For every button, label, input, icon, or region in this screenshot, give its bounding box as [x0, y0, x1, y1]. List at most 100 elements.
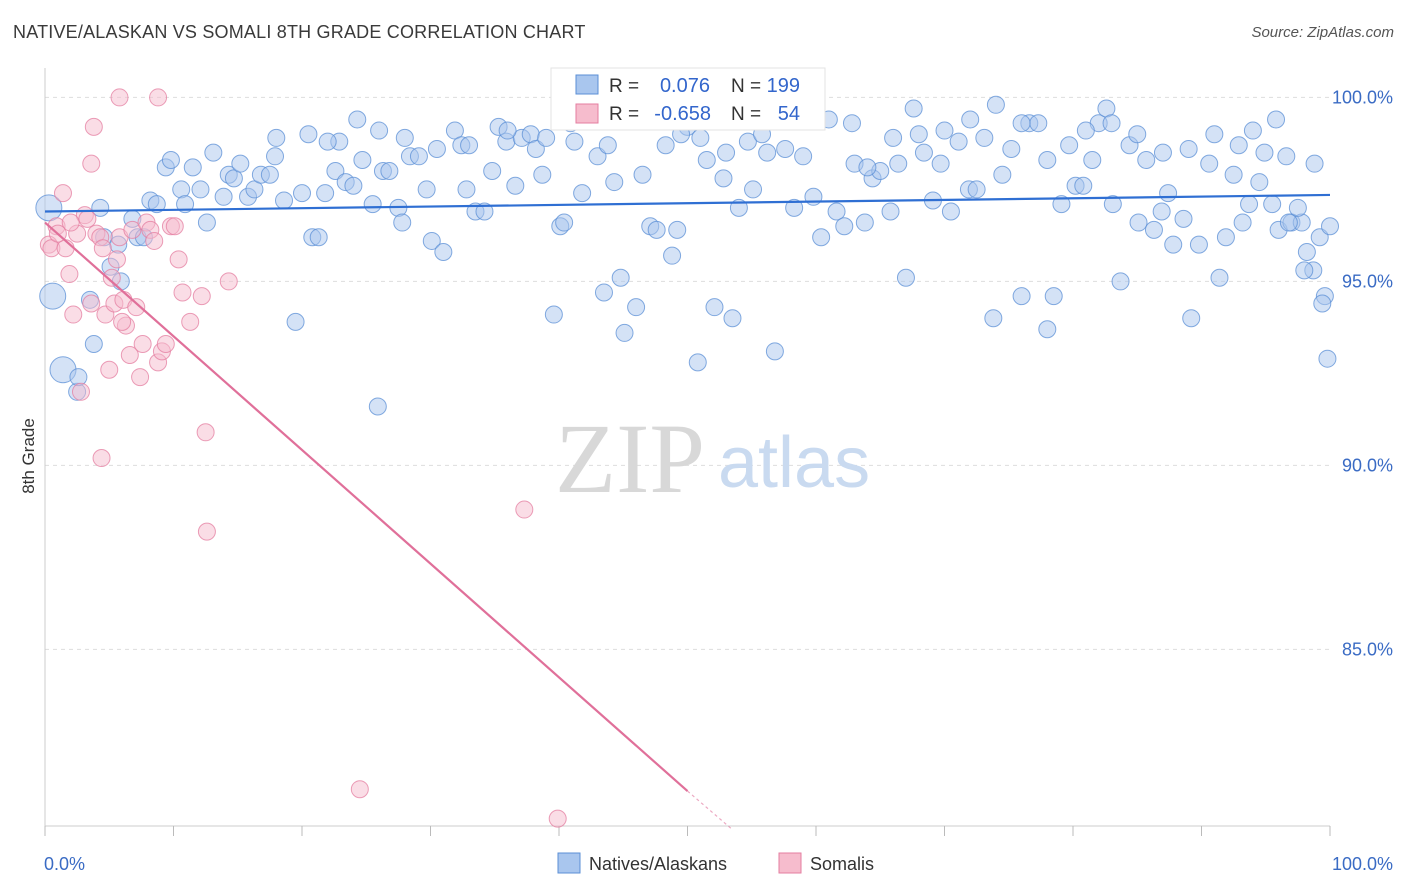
point-somalis	[84, 117, 103, 136]
point-somalis	[219, 272, 238, 291]
point-natives	[647, 220, 666, 239]
point-natives	[1182, 309, 1201, 328]
point-natives	[91, 198, 110, 217]
point-natives	[1044, 287, 1063, 306]
point-natives	[663, 246, 682, 265]
point-natives	[1288, 198, 1307, 217]
point-natives	[1083, 150, 1102, 169]
point-natives	[1295, 261, 1314, 280]
trend-line-natives	[44, 193, 1331, 213]
point-natives	[183, 158, 202, 177]
point-natives	[738, 132, 757, 151]
point-natives	[1060, 136, 1079, 155]
point-natives	[858, 158, 877, 177]
point-natives	[1038, 320, 1057, 339]
point-natives	[914, 143, 933, 162]
point-natives	[723, 309, 742, 328]
point-natives	[1277, 147, 1296, 166]
point-natives	[214, 187, 233, 206]
stats-swatch-somalis	[575, 103, 599, 124]
point-natives	[161, 150, 180, 169]
point-natives	[544, 305, 563, 324]
point-natives	[776, 139, 795, 158]
point-natives	[231, 154, 250, 173]
point-natives	[1129, 213, 1148, 232]
point-somalis	[102, 268, 121, 287]
watermark-zip: ZIP	[555, 403, 705, 514]
legend-swatch-somalis	[778, 852, 802, 874]
stats-n-value-natives: 199	[767, 75, 800, 97]
point-natives	[1243, 121, 1262, 140]
point-natives	[941, 202, 960, 221]
point-natives	[1233, 213, 1252, 232]
point-natives	[1200, 154, 1219, 173]
point-natives	[842, 114, 861, 133]
point-natives	[615, 323, 634, 342]
point-natives	[69, 368, 88, 387]
point-natives	[1002, 139, 1021, 158]
point-natives	[827, 202, 846, 221]
point-natives	[931, 154, 950, 173]
point-natives	[1255, 143, 1274, 162]
point-natives	[1224, 165, 1243, 184]
point-natives	[1144, 220, 1163, 239]
point-natives	[1029, 114, 1048, 133]
point-somalis	[61, 213, 80, 232]
point-natives	[1074, 176, 1093, 195]
point-natives	[1318, 349, 1337, 368]
point-natives	[889, 154, 908, 173]
point-natives	[293, 184, 311, 203]
stats-box: R = 0.076 N = 199 R = -0.658 N = 54	[550, 67, 826, 131]
stats-n-value-somalis: 54	[778, 103, 800, 125]
stats-n-label-natives: N =	[731, 76, 761, 97]
point-natives	[1205, 125, 1224, 144]
point-natives	[309, 228, 328, 247]
point-natives	[984, 309, 1003, 328]
point-natives	[506, 176, 525, 195]
point-natives	[881, 202, 900, 221]
point-natives	[588, 147, 607, 166]
point-natives	[573, 184, 592, 203]
point-natives	[705, 298, 724, 317]
y-tick-label: 95.0%	[1342, 271, 1393, 291]
data-points	[35, 88, 1339, 828]
trend-lines	[44, 193, 1331, 831]
point-somalis	[515, 500, 534, 519]
point-natives	[627, 298, 646, 317]
point-natives	[176, 195, 195, 214]
point-natives	[1240, 195, 1259, 214]
legend-swatch-natives	[557, 852, 581, 874]
point-natives	[353, 150, 372, 169]
point-natives	[409, 147, 428, 166]
point-natives	[1128, 125, 1147, 144]
stats-r-value-somalis: -0.658	[654, 103, 711, 125]
axes	[44, 68, 1331, 836]
point-natives	[656, 136, 675, 155]
point-somalis	[92, 449, 111, 468]
y-tick-labels: 100.0% 95.0% 90.0% 85.0%	[1332, 87, 1393, 659]
point-natives	[393, 213, 412, 232]
point-natives	[884, 128, 903, 147]
point-somalis	[169, 250, 188, 269]
point-somalis	[131, 368, 150, 387]
point-natives	[765, 342, 784, 361]
point-natives	[565, 132, 584, 151]
point-somalis	[196, 423, 215, 442]
point-natives	[688, 353, 707, 372]
point-natives	[1321, 217, 1339, 236]
stats-r-label-somalis: R =	[609, 104, 639, 125]
point-somalis	[165, 217, 184, 236]
point-somalis	[110, 88, 129, 107]
point-natives	[526, 139, 545, 158]
point-somalis	[548, 809, 567, 828]
point-natives	[275, 191, 294, 210]
point-natives	[1102, 114, 1121, 133]
legend-label-somalis: Somalis	[810, 854, 874, 874]
point-natives	[1152, 202, 1171, 221]
point-natives	[1216, 228, 1235, 247]
point-natives	[84, 334, 103, 353]
point-natives	[835, 217, 854, 236]
x-tick-labels: 0.0% 100.0%	[44, 854, 1393, 874]
point-natives	[714, 169, 733, 188]
